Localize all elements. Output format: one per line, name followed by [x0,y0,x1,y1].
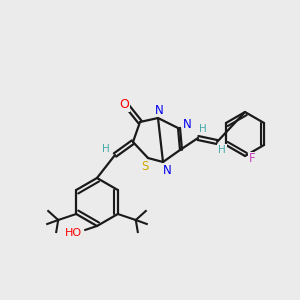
Text: S: S [141,160,149,173]
Text: H: H [199,124,207,134]
Text: N: N [183,118,191,130]
Text: N: N [154,103,164,116]
Text: H: H [102,144,110,154]
Text: F: F [249,152,255,166]
Text: O: O [119,98,129,110]
Text: HO: HO [64,228,82,238]
Text: N: N [163,164,171,178]
Text: H: H [218,145,226,155]
